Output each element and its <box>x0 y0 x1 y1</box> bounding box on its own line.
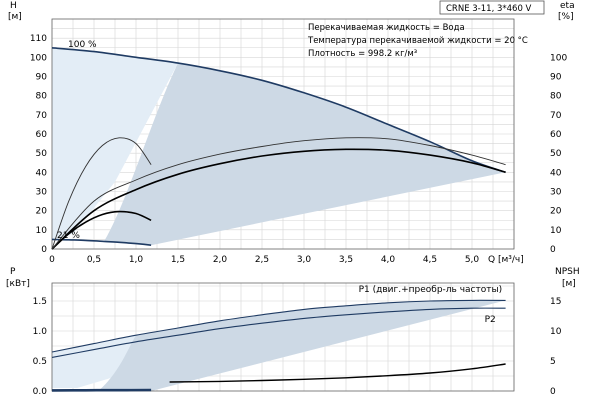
info-line: Перекачиваемая жидкость = Вода <box>308 23 465 33</box>
y-axis-unit-left: [кВт] <box>6 279 30 289</box>
x-tick-label: 4,0 <box>381 255 396 265</box>
x-tick-label: 1,0 <box>129 255 144 265</box>
x-tick-label: 0,5 <box>87 255 101 265</box>
y-tick-label-right: 20 <box>550 207 562 217</box>
y-tick-label-right: 40 <box>550 168 562 178</box>
x-tick-label: 2,0 <box>213 255 228 265</box>
y-tick-label-right: 50 <box>550 149 562 159</box>
y-axis-title-left: H <box>10 1 17 11</box>
series-label-p2: P2 <box>485 315 496 325</box>
y-tick-label-right: 15 <box>550 297 561 307</box>
y-tick-label-left: 100 <box>30 53 47 63</box>
y-tick-label-left: 110 <box>30 34 47 44</box>
y-tick-label-right: 60 <box>550 130 562 140</box>
chart-title: CRNE 3-11, 3*460 V <box>446 4 532 14</box>
y-tick-label-right: 70 <box>550 111 562 121</box>
speed-label-100: 100 % <box>68 40 97 50</box>
y-tick-label-left: 10 <box>36 226 48 236</box>
y-tick-label-left: 1.0 <box>33 327 48 337</box>
y-axis-title-right: eta <box>560 1 575 11</box>
info-line: Плотность = 998.2 кг/м³ <box>308 49 417 59</box>
y-tick-label-right: 10 <box>550 327 562 337</box>
x-tick-label: 4,5 <box>423 255 437 265</box>
y-tick-label-left: 0 <box>41 245 47 255</box>
x-tick-label: 3,5 <box>339 255 353 265</box>
y-tick-label-right: 80 <box>550 92 562 102</box>
y-tick-label-left: 20 <box>36 207 48 217</box>
y-axis-unit-right: [%] <box>558 12 574 22</box>
x-tick-label: 2,5 <box>255 255 269 265</box>
y-tick-label-right: 5 <box>550 357 556 367</box>
y-tick-label-left: 60 <box>36 130 48 140</box>
x-tick-label: 3,0 <box>297 255 312 265</box>
x-tick-label: 5,0 <box>465 255 480 265</box>
x-axis-title: Q [м³/ч] <box>488 255 524 265</box>
y-axis-title-left: P <box>10 267 16 277</box>
y-tick-label-left: 70 <box>36 111 48 121</box>
y-axis-title-right: NPSH <box>555 267 580 277</box>
x-tick-label: 0 <box>49 255 55 265</box>
info-line: Температура перекачиваемой жидкости = 20… <box>307 36 528 46</box>
y-tick-label-right: 10 <box>550 226 562 236</box>
y-tick-label-left: 0.0 <box>33 387 48 397</box>
y-tick-label-right: 0 <box>550 387 556 397</box>
y-tick-label-left: 90 <box>36 73 48 83</box>
y-tick-label-right: 30 <box>550 188 562 198</box>
y-tick-label-left: 50 <box>36 149 48 159</box>
y-tick-label-left: 1.5 <box>33 297 47 307</box>
y-tick-label-left: 40 <box>36 168 48 178</box>
y-tick-label-right: 90 <box>550 73 562 83</box>
y-tick-label-right: 100 <box>550 53 567 63</box>
series-label-p1: P1 (двиг.+преобр-ль частоты) <box>359 285 503 295</box>
x-tick-label: 1,5 <box>171 255 185 265</box>
y-axis-unit-right: [м] <box>562 279 576 289</box>
y-tick-label-left: 30 <box>36 188 48 198</box>
y-tick-label-right: 0 <box>550 245 556 255</box>
y-axis-unit-left: [м] <box>8 12 22 22</box>
y-tick-label-left: 0.5 <box>33 357 47 367</box>
y-tick-label-left: 80 <box>36 92 48 102</box>
speed-label-21: 21 % <box>57 231 80 241</box>
